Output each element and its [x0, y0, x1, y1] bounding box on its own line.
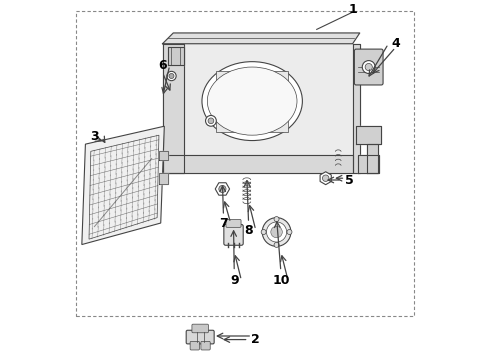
FancyBboxPatch shape — [224, 225, 243, 245]
FancyBboxPatch shape — [201, 341, 210, 350]
Ellipse shape — [207, 67, 297, 135]
Polygon shape — [159, 151, 168, 160]
Polygon shape — [159, 173, 168, 184]
Polygon shape — [358, 155, 379, 173]
Circle shape — [267, 222, 287, 242]
Text: 10: 10 — [272, 274, 290, 287]
Circle shape — [167, 71, 176, 81]
Circle shape — [365, 63, 372, 71]
Text: 7: 7 — [219, 216, 228, 230]
Text: 9: 9 — [230, 274, 239, 287]
Circle shape — [362, 60, 375, 73]
Text: 5: 5 — [344, 174, 353, 186]
Circle shape — [219, 185, 226, 193]
Polygon shape — [163, 44, 184, 173]
Polygon shape — [163, 33, 360, 44]
Polygon shape — [82, 126, 164, 244]
Text: 3: 3 — [90, 130, 98, 144]
Circle shape — [322, 175, 329, 181]
Circle shape — [169, 73, 174, 78]
Circle shape — [261, 229, 266, 234]
Circle shape — [287, 229, 292, 234]
Polygon shape — [353, 44, 360, 173]
Circle shape — [274, 242, 279, 247]
Bar — [216, 71, 288, 132]
Polygon shape — [367, 144, 378, 173]
Circle shape — [271, 226, 282, 238]
FancyBboxPatch shape — [226, 220, 241, 227]
Text: 1: 1 — [348, 3, 357, 16]
Circle shape — [208, 118, 214, 124]
Ellipse shape — [202, 62, 302, 140]
Circle shape — [274, 217, 279, 222]
Circle shape — [262, 218, 291, 246]
Text: 8: 8 — [245, 224, 253, 237]
Bar — [76, 12, 414, 316]
Text: 6: 6 — [158, 59, 167, 72]
FancyBboxPatch shape — [186, 330, 214, 344]
Polygon shape — [163, 44, 353, 155]
Circle shape — [205, 116, 216, 126]
Polygon shape — [168, 47, 184, 65]
Polygon shape — [163, 155, 353, 173]
Polygon shape — [356, 126, 381, 144]
FancyBboxPatch shape — [190, 341, 199, 350]
Text: 2: 2 — [251, 333, 260, 346]
FancyBboxPatch shape — [192, 324, 208, 333]
FancyBboxPatch shape — [354, 49, 383, 85]
Text: 4: 4 — [391, 37, 400, 50]
